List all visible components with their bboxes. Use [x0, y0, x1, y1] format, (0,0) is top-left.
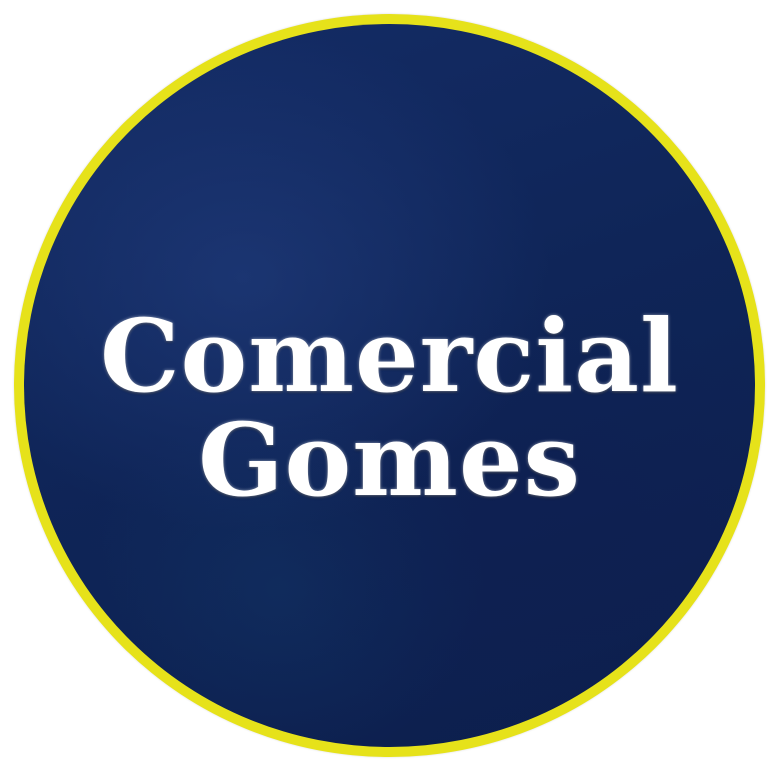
brand-name-line-2: Gomes — [198, 401, 581, 519]
logo-badge — [24, 24, 755, 747]
brand-name-line-1: Comercial — [99, 297, 680, 415]
